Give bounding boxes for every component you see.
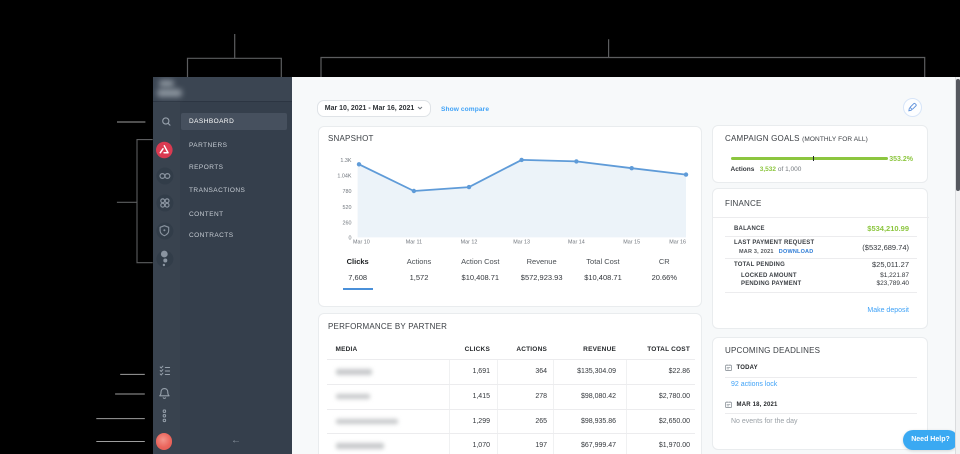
svg-text:1.04K: 1.04K [337, 174, 351, 180]
svg-text:0: 0 [349, 235, 352, 241]
svg-text:Mar 13: Mar 13 [513, 240, 530, 246]
svg-text:260: 260 [343, 220, 352, 226]
svg-text:Mar 16: Mar 16 [669, 240, 686, 246]
svg-text:Mar 10: Mar 10 [353, 240, 370, 246]
svg-text:1.3K: 1.3K [340, 158, 351, 164]
svg-text:Mar 14: Mar 14 [568, 240, 585, 246]
svg-text:780: 780 [343, 189, 352, 195]
svg-text:Mar 12: Mar 12 [461, 240, 478, 246]
svg-text:Mar 15: Mar 15 [623, 240, 640, 246]
svg-text:520: 520 [343, 205, 352, 211]
svg-text:Mar 11: Mar 11 [406, 240, 422, 246]
